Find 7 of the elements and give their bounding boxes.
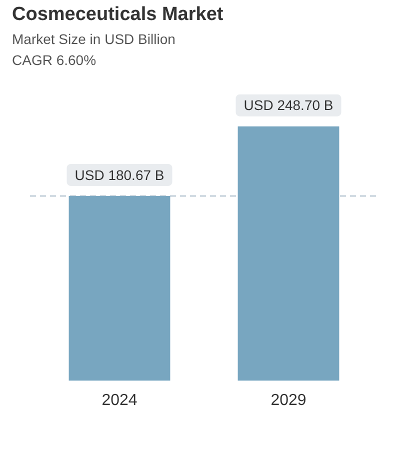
chart-subtitle: Market Size in USD Billion bbox=[12, 31, 176, 47]
x-tick-label: 2029 bbox=[270, 392, 306, 409]
text: CAGR 6.60% bbox=[12, 52, 96, 68]
x-tick-label: 2024 bbox=[102, 392, 138, 409]
chart-title: Cosmeceuticals Market bbox=[12, 4, 224, 26]
data-label: USD 248.70 B bbox=[244, 97, 334, 114]
data-label: USD 180.67 B bbox=[74, 166, 164, 183]
